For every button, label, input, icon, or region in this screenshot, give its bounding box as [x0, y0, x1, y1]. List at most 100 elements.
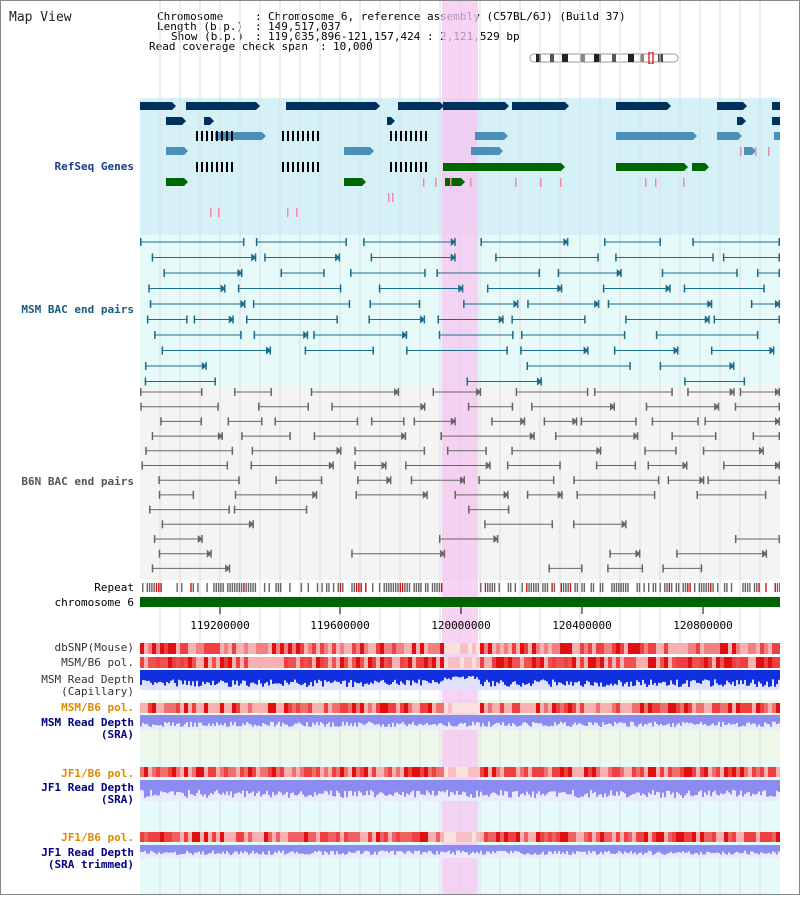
- repeat-mark: [415, 583, 418, 592]
- depth-bar: [294, 780, 296, 796]
- depth-bar: [764, 715, 766, 723]
- track-label-jf1-pol-1[interactable]: JF1/B6 pol.: [61, 767, 134, 780]
- chromosome-ideogram[interactable]: [528, 52, 680, 64]
- track-label-msm-bac[interactable]: MSM BAC end pairs: [21, 303, 134, 316]
- depth-bar: [516, 670, 518, 685]
- depth-bar: [634, 715, 636, 726]
- depth-bar: [254, 715, 256, 725]
- depth-bar: [328, 780, 330, 795]
- depth-bar: [442, 670, 444, 681]
- bac-end-arrow: [335, 253, 341, 262]
- bac-end: [491, 417, 493, 426]
- heat-cell: [316, 657, 320, 668]
- depth-bar: [264, 715, 266, 725]
- heat-cell: [772, 643, 776, 654]
- track-label-msm-depth-sra[interactable]: MSM Read Depth: [41, 716, 134, 729]
- track-label-chromosome[interactable]: chromosome 6: [54, 596, 134, 609]
- track-label-refseq-genes[interactable]: RefSeq Genes: [54, 160, 134, 173]
- heat-cell: [204, 643, 208, 654]
- track-label-msm-b6-pol-2[interactable]: MSM/B6 pol.: [61, 701, 134, 714]
- depth-bar: [676, 780, 678, 792]
- repeat-mark: [652, 583, 654, 592]
- heat-cell: [208, 643, 212, 654]
- depth-bar: [368, 780, 370, 796]
- heat-cell: [288, 643, 292, 654]
- depth-bar: [614, 715, 616, 722]
- depth-bar: [530, 845, 532, 855]
- depth-bar: [736, 845, 738, 852]
- repeat-mark: [746, 583, 749, 592]
- depth-bar: [734, 780, 736, 791]
- genome-plot[interactable]: 119200000 119600000 120000000 120400000 …: [140, 0, 784, 895]
- track-label-msm-depth-capillary[interactable]: MSM Read Depth: [41, 673, 134, 686]
- depth-bar: [530, 780, 532, 797]
- depth-bar: [612, 670, 614, 686]
- depth-bar: [760, 845, 762, 853]
- depth-bar: [572, 780, 574, 790]
- heat-cell: [716, 832, 720, 842]
- depth-bar: [392, 845, 394, 851]
- depth-bar: [618, 715, 620, 723]
- depth-bar: [150, 780, 152, 791]
- heat-cell: [392, 832, 396, 842]
- repeat-mark: [413, 583, 415, 592]
- genome-tracks-svg[interactable]: [140, 0, 784, 895]
- heat-cell: [444, 767, 448, 777]
- depth-bar: [300, 670, 302, 686]
- depth-bar: [442, 715, 444, 725]
- depth-bar: [266, 845, 268, 855]
- heat-cell: [428, 657, 432, 668]
- heat-cell: [276, 832, 280, 842]
- depth-bar: [486, 670, 488, 680]
- bac-end: [722, 253, 725, 262]
- heat-cell: [140, 657, 144, 668]
- depth-bar: [744, 670, 746, 680]
- depth-bar: [430, 670, 432, 684]
- heat-cell: [252, 832, 256, 842]
- depth-bar: [492, 845, 494, 852]
- depth-bar: [252, 845, 254, 851]
- heat-cell: [360, 643, 364, 654]
- depth-bar: [666, 780, 668, 791]
- depth-bar: [306, 670, 308, 687]
- depth-bar: [404, 845, 406, 854]
- heat-cell: [740, 767, 744, 777]
- track-label-dbsnp[interactable]: dbSNP(Mouse): [54, 641, 134, 654]
- heat-cell: [696, 767, 700, 777]
- track-label-b6n-bac[interactable]: B6N BAC end pairs: [21, 475, 134, 488]
- heat-cell: [332, 657, 336, 668]
- repeat-mark: [427, 583, 429, 592]
- bac-end: [403, 417, 405, 426]
- track-label-jf1-depth-trimmed[interactable]: JF1 Read Depth: [41, 846, 134, 859]
- bac-end-arrow: [596, 446, 602, 455]
- heat-cell: [212, 643, 216, 654]
- heat-cell: [740, 657, 744, 668]
- repeat-mark: [565, 583, 567, 592]
- depth-bar: [384, 670, 386, 683]
- track-label-jf1-depth-sra[interactable]: JF1 Read Depth: [41, 781, 134, 794]
- heat-cell: [336, 703, 340, 713]
- bac-end-arrow: [450, 253, 456, 262]
- depth-bar: [328, 670, 330, 682]
- gene-exon: [475, 132, 504, 140]
- depth-bar: [176, 845, 178, 855]
- depth-bar: [504, 845, 506, 852]
- depth-bar: [542, 845, 544, 852]
- depth-bar: [524, 845, 526, 855]
- gene-exon: [211, 162, 213, 172]
- depth-bar: [366, 670, 368, 684]
- track-label-msm-b6-pol[interactable]: MSM/B6 pol.: [61, 656, 134, 669]
- depth-bar: [264, 670, 266, 684]
- depth-bar: [702, 845, 704, 855]
- track-label-jf1-pol-2[interactable]: JF1/B6 pol.: [61, 831, 134, 844]
- heat-cell: [176, 703, 180, 713]
- heat-cell: [304, 643, 308, 654]
- heat-cell: [344, 832, 348, 842]
- bac-end: [495, 253, 497, 262]
- heat-cell: [148, 703, 152, 713]
- depth-bar: [728, 780, 730, 793]
- depth-bar: [566, 715, 568, 727]
- track-label-repeat[interactable]: Repeat: [94, 581, 134, 594]
- heat-cell: [200, 832, 204, 842]
- depth-bar: [458, 670, 460, 678]
